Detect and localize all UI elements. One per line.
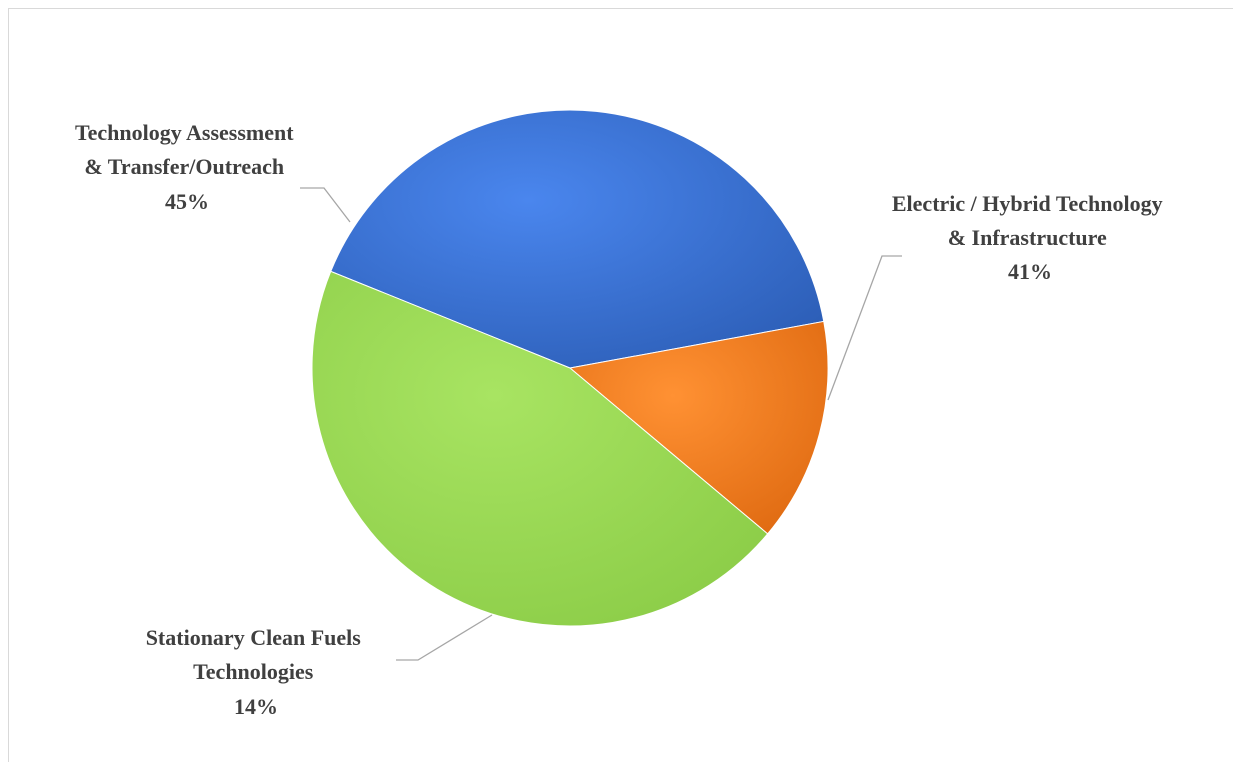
label-stationary-line-1: Stationary Clean Fuels [146,625,362,650]
label-stationary: Stationary Clean Fuels Technologies 14% [146,625,367,719]
label-assessment: Technology Assessment & Transfer/Outreac… [75,120,299,214]
slice-stationary-clean-fuels [568,320,829,535]
chart-frame [8,8,1233,762]
label-stationary-line-2: Technologies [193,659,314,684]
label-assessment-line-1: Technology Assessment [75,120,294,145]
slice-technology-assessment [311,270,769,627]
label-electric-line-1: Electric / Hybrid Technology [892,191,1163,216]
label-electric-percent: 41% [1008,259,1052,284]
label-assessment-percent: 45% [165,189,209,214]
leader-line-stationary [396,614,493,661]
leader-line-assessment [300,187,351,223]
leader-line-electric [827,255,902,401]
label-assessment-line-2: & Transfer/Outreach [84,154,284,179]
label-stationary-percent: 14% [234,694,278,719]
slice-electric-hybrid [330,109,825,369]
label-electric-line-2: & Infrastructure [948,225,1107,250]
label-electric: Electric / Hybrid Technology & Infrastru… [892,191,1168,284]
